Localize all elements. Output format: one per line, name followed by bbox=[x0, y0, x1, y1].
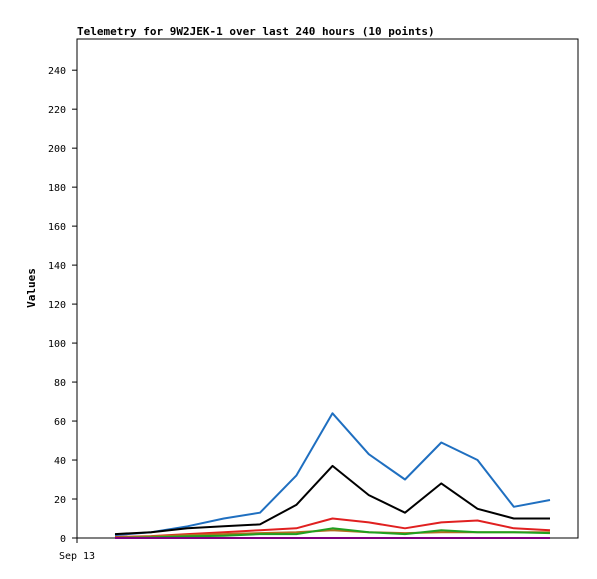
y-axis-label: Values bbox=[25, 268, 38, 308]
y-tick-label: 160 bbox=[48, 222, 66, 233]
y-tick-label: 120 bbox=[48, 300, 66, 311]
y-tick-label: 240 bbox=[48, 66, 66, 77]
series-line-2 bbox=[114, 464, 550, 536]
y-tick-label: 20 bbox=[54, 495, 66, 506]
y-tick-label: 40 bbox=[54, 456, 66, 467]
y-tick-label: 180 bbox=[48, 183, 66, 194]
series-layer bbox=[114, 412, 551, 539]
plot-frame bbox=[76, 38, 579, 539]
y-axis: 0 20 40 60 80 100 120 140 160 180 200 220 240 bbox=[48, 66, 77, 545]
series-line-1 bbox=[114, 412, 551, 537]
y-tick-label: 80 bbox=[54, 378, 66, 389]
x-axis: Sep 13 bbox=[59, 538, 95, 562]
y-tick-label: 200 bbox=[48, 144, 66, 155]
y-tick-label: 0 bbox=[60, 534, 66, 545]
series-line-5 bbox=[114, 527, 551, 539]
y-tick-label: 60 bbox=[54, 417, 66, 428]
y-tick-label: 140 bbox=[48, 261, 66, 272]
y-tick-label: 220 bbox=[48, 105, 66, 116]
x-tick-label: Sep 13 bbox=[59, 551, 95, 562]
y-tick-label: 100 bbox=[48, 339, 66, 350]
chart-title: Telemetry for 9W2JEK-1 over last 240 hou… bbox=[77, 25, 435, 38]
